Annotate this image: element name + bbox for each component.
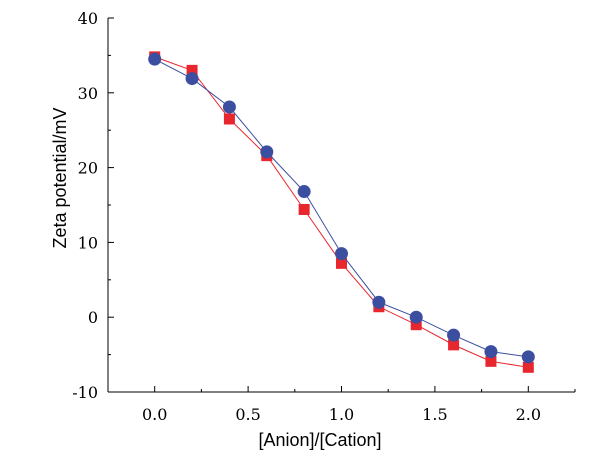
circle-series — [148, 52, 535, 364]
y-axis-title: Zeta potential/mV — [50, 107, 70, 248]
square-point — [410, 319, 422, 331]
x-tick-label: 2.0 — [516, 405, 541, 424]
x-axis-ticks: 0.0 0.5 1.0 1.5 2.0 — [107, 386, 576, 424]
y-tick-label: 40 — [78, 9, 98, 28]
circle-point — [409, 310, 423, 324]
square-point — [448, 339, 460, 351]
square-point — [336, 257, 347, 269]
x-axis-title: [Anion]/[Cation] — [258, 430, 381, 450]
y-tick-label: 20 — [78, 159, 98, 178]
x-tick-label: 1.5 — [422, 405, 447, 424]
square-point — [298, 203, 310, 215]
circle-point — [484, 345, 498, 359]
circle-point — [372, 295, 386, 309]
circle-point — [260, 145, 274, 159]
circle-point — [335, 247, 348, 261]
y-axis-ticks: -10 0 10 20 30 40 — [72, 9, 114, 402]
circle-point — [447, 328, 461, 342]
square-point — [485, 355, 497, 367]
x-tick-label: 0.5 — [235, 405, 260, 424]
circle-point — [185, 72, 199, 86]
square-point — [522, 361, 534, 373]
circle-point — [148, 52, 162, 66]
circle-point — [297, 185, 311, 199]
data-series — [148, 51, 535, 373]
y-tick-label: 30 — [78, 84, 98, 103]
square-series-line — [154, 56, 529, 368]
circle-series-line — [154, 58, 529, 358]
y-tick-label: 10 — [78, 233, 98, 252]
y-tick-label: -10 — [72, 383, 98, 402]
square-point — [186, 64, 198, 76]
x-tick-label: 1.0 — [329, 405, 354, 424]
circle-point — [222, 100, 236, 114]
plot-frame — [107, 18, 575, 393]
x-tick-label: 0.0 — [142, 405, 167, 424]
square-series — [149, 51, 534, 373]
square-point — [223, 113, 235, 125]
circle-point — [521, 350, 535, 364]
y-tick-label: 0 — [88, 308, 98, 327]
